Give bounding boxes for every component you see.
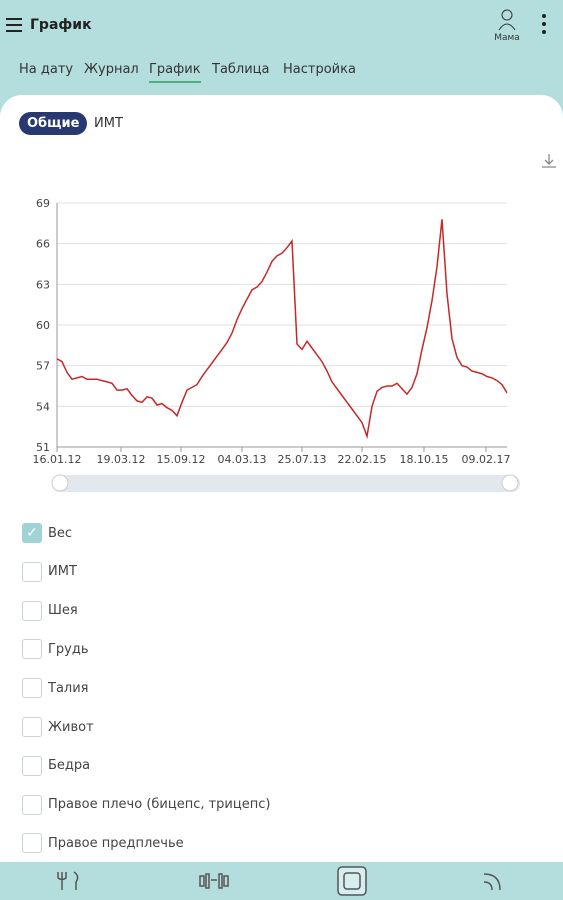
checkbox[interactable] [22,794,42,815]
user-name[interactable]: Мама [494,33,520,43]
scale-icon[interactable] [337,866,367,896]
x-tick-label: 15.09.12 [157,453,206,466]
slider-handle[interactable] [501,474,519,492]
y-tick-label: 54 [36,400,50,413]
more-icon[interactable] [542,14,546,34]
app-bar: График Мама [6,9,546,43]
checkbox-row[interactable]: Живот [22,716,94,738]
checkbox-label: Шея [48,603,78,619]
x-tick-label: 19.03.12 [97,453,146,466]
checkbox-row[interactable]: Грудь [22,638,89,660]
checkbox-row[interactable]: Правое предплечье [22,832,184,854]
chart: 51 54 57 60 63 66 69 16.01.12 19.03.12 15.09.12 04… [33,197,520,492]
weight-line [56,219,508,440]
y-tick-label: 69 [36,197,50,210]
tab[interactable]: Настройка [283,62,356,77]
y-tick-label: 66 [36,238,50,251]
chip[interactable]: Общие [19,112,88,135]
range-slider[interactable] [52,475,520,492]
checkbox-row[interactable]: ✓ Вес [22,522,72,544]
tab[interactable]: Таблица [212,62,270,77]
checkbox-label: Вес [48,525,73,541]
menu-icon[interactable] [6,18,22,32]
y-tick-label: 51 [36,441,50,454]
y-tick-label: 60 [36,319,50,332]
checkbox-label: Правое предплечье [48,835,184,851]
x-tick-label: 22.02.15 [338,453,387,466]
y-tick-label: 57 [36,360,50,373]
x-tick-label: 25.07.13 [278,453,327,466]
checkbox[interactable] [22,755,42,776]
checkbox[interactable] [22,561,42,582]
slider-handle[interactable] [51,474,69,492]
y-tick-label: 63 [36,278,50,291]
checkbox-label: ИМТ [48,564,77,580]
user-icon[interactable] [501,9,513,21]
food-icon[interactable] [57,871,79,890]
tab[interactable]: На дату [19,62,74,77]
checkbox[interactable] [22,717,42,737]
checkbox-label: Правое плечо (бицепс, трицепс) [48,797,271,813]
tab[interactable]: Журнал [84,62,139,77]
workout-icon[interactable] [199,873,229,889]
checkbox[interactable]: ✓ [22,523,42,543]
screen-title: График [30,17,92,33]
checkbox-row[interactable]: Талия [22,677,89,699]
chip[interactable]: ИМТ [94,116,123,131]
x-tick-label: 16.01.12 [33,453,82,466]
x-tick-label: 18.10.15 [400,453,449,466]
bottom-nav [57,866,501,896]
download-icon[interactable] [540,152,558,170]
checkbox[interactable] [22,600,42,621]
checkbox-label: Грудь [48,641,89,657]
checkbox[interactable] [22,678,42,699]
checkbox[interactable] [22,833,42,854]
checkbox-row[interactable]: Правое плечо (бицепс, трицепс) [22,794,270,816]
checkbox-row[interactable]: Бедра [22,755,90,777]
x-tick-label: 04.03.13 [218,453,267,466]
x-tick-label: 09.02.17 [462,453,511,466]
checkbox-row[interactable]: Шея [22,600,78,622]
checkbox-label: Живот [48,719,94,735]
checkbox-row[interactable]: ИМТ [22,561,77,583]
checkbox[interactable] [22,639,42,660]
feed-icon[interactable] [483,873,501,891]
tab[interactable]: График [149,62,201,83]
checkbox-label: Бедра [48,758,91,774]
checkbox-label: Талия [48,680,89,696]
